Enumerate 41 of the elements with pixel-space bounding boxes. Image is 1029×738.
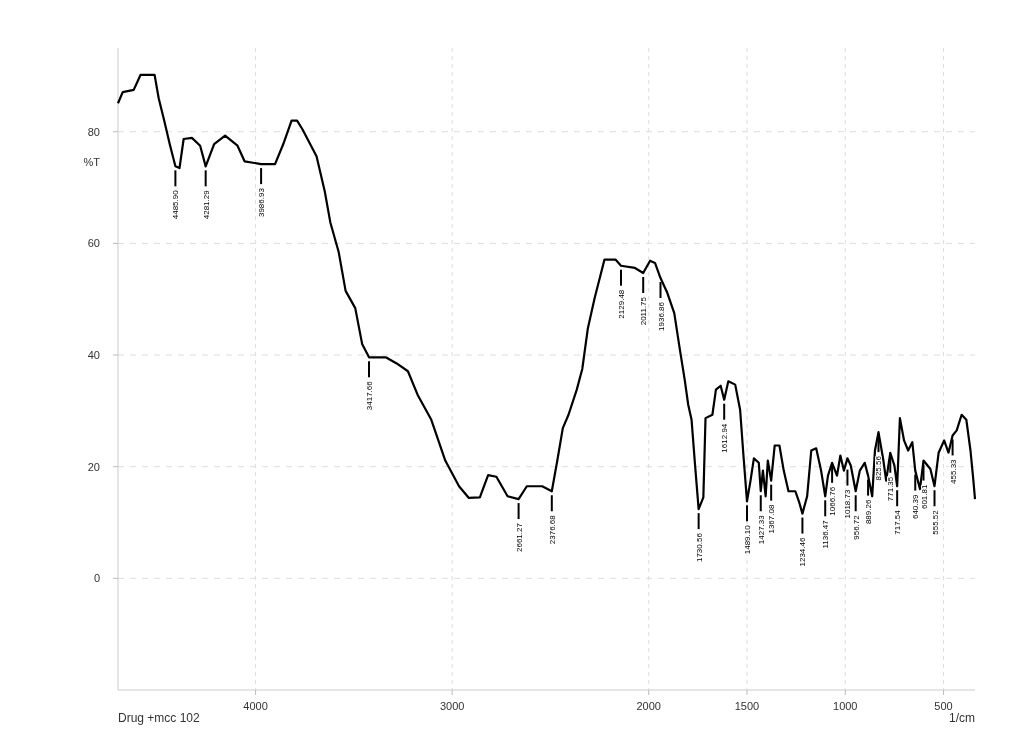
annotation: 1489.10 xyxy=(742,524,752,555)
annotation: 1367.08 xyxy=(767,504,777,534)
annotation: 1730.56 xyxy=(694,532,704,563)
y-tick-label: 20 xyxy=(87,460,100,473)
annotation: 601.81 xyxy=(919,484,929,510)
annotation: 1234.46 xyxy=(798,537,808,567)
annotation: 3986.93 xyxy=(257,187,267,218)
x-tick-label: 2000 xyxy=(636,700,661,712)
annotation: 2129.48 xyxy=(617,289,626,319)
annotation: 2376.68 xyxy=(547,514,557,545)
annotation: 956.72 xyxy=(851,514,861,540)
y-tick-label: 0 xyxy=(93,572,100,585)
annotation: 1427.33 xyxy=(756,514,766,545)
x-tick-label: 4000 xyxy=(243,700,268,712)
y-axis-title: %T xyxy=(83,155,101,168)
x-tick-label: 1500 xyxy=(734,700,760,712)
annotation: 640.39 xyxy=(911,494,921,520)
annotation: 555.52 xyxy=(930,509,940,535)
annotation: 3417.66 xyxy=(365,380,375,411)
annotation: 455.33 xyxy=(948,458,958,484)
annotation: 4281.29 xyxy=(201,189,211,220)
annotation: 1612.94 xyxy=(720,423,730,453)
annotation: 771.35 xyxy=(886,476,896,502)
annotation: 4485.90 xyxy=(171,189,181,220)
x-tick-label: 1000 xyxy=(833,700,858,712)
annotation: 889.26 xyxy=(864,499,874,525)
x-axis-title: 1/cm xyxy=(948,711,975,725)
annotation: 2661.27 xyxy=(514,522,524,552)
x-tick-label: 3000 xyxy=(439,700,465,712)
annotation: 1018.73 xyxy=(843,489,853,519)
x-tick-label: 500 xyxy=(934,700,953,712)
annotation: 717.54 xyxy=(893,509,903,535)
y-tick-label: 60 xyxy=(87,237,100,250)
annotation: 2011.75 xyxy=(639,296,649,326)
annotation: 1066.76 xyxy=(828,486,838,516)
text: Drug +mcc 102 xyxy=(118,711,201,725)
annotation: 1936.86 xyxy=(656,301,666,331)
annotation: 1136.47 xyxy=(821,519,831,549)
y-tick-label: 40 xyxy=(87,348,100,361)
y-tick-label: 80 xyxy=(87,125,100,138)
annotation: 825.56 xyxy=(874,455,884,481)
